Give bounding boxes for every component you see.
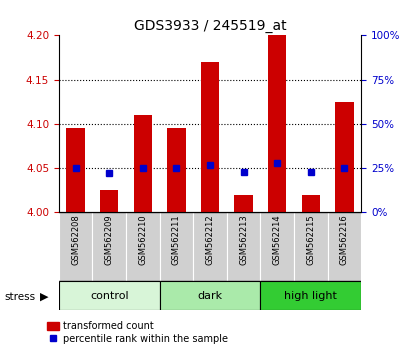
Text: GSM562213: GSM562213 (239, 215, 248, 265)
Bar (234, 195, 253, 212)
Bar (167, 129, 186, 212)
Bar (260, 212, 294, 281)
Bar (59, 281, 160, 310)
Text: control: control (90, 291, 129, 301)
Text: GSM562210: GSM562210 (138, 215, 147, 265)
Text: ▶: ▶ (40, 292, 48, 302)
Legend: transformed count, percentile rank within the sample: transformed count, percentile rank withi… (47, 321, 228, 344)
Bar (134, 115, 152, 212)
Title: GDS3933 / 245519_at: GDS3933 / 245519_at (134, 19, 286, 33)
Bar (227, 212, 260, 281)
Text: high light: high light (284, 291, 337, 301)
Bar (328, 212, 361, 281)
Bar (160, 212, 193, 281)
Text: GSM562209: GSM562209 (105, 215, 114, 265)
Text: GSM562208: GSM562208 (71, 215, 80, 265)
Text: GSM562211: GSM562211 (172, 215, 181, 265)
Bar (126, 212, 160, 281)
Bar (335, 102, 354, 212)
Bar (260, 281, 361, 310)
Text: dark: dark (197, 291, 223, 301)
Text: GSM562216: GSM562216 (340, 215, 349, 265)
Bar (201, 62, 219, 212)
Bar (302, 195, 320, 212)
Text: GSM562215: GSM562215 (306, 215, 315, 265)
Bar (294, 212, 328, 281)
Bar (193, 212, 227, 281)
Bar (100, 190, 118, 212)
Text: GSM562214: GSM562214 (273, 215, 282, 265)
Bar (59, 212, 92, 281)
Bar (268, 35, 286, 212)
Bar (160, 281, 260, 310)
Bar (66, 129, 85, 212)
Text: stress: stress (4, 292, 35, 302)
Text: GSM562212: GSM562212 (205, 215, 215, 265)
Bar (92, 212, 126, 281)
